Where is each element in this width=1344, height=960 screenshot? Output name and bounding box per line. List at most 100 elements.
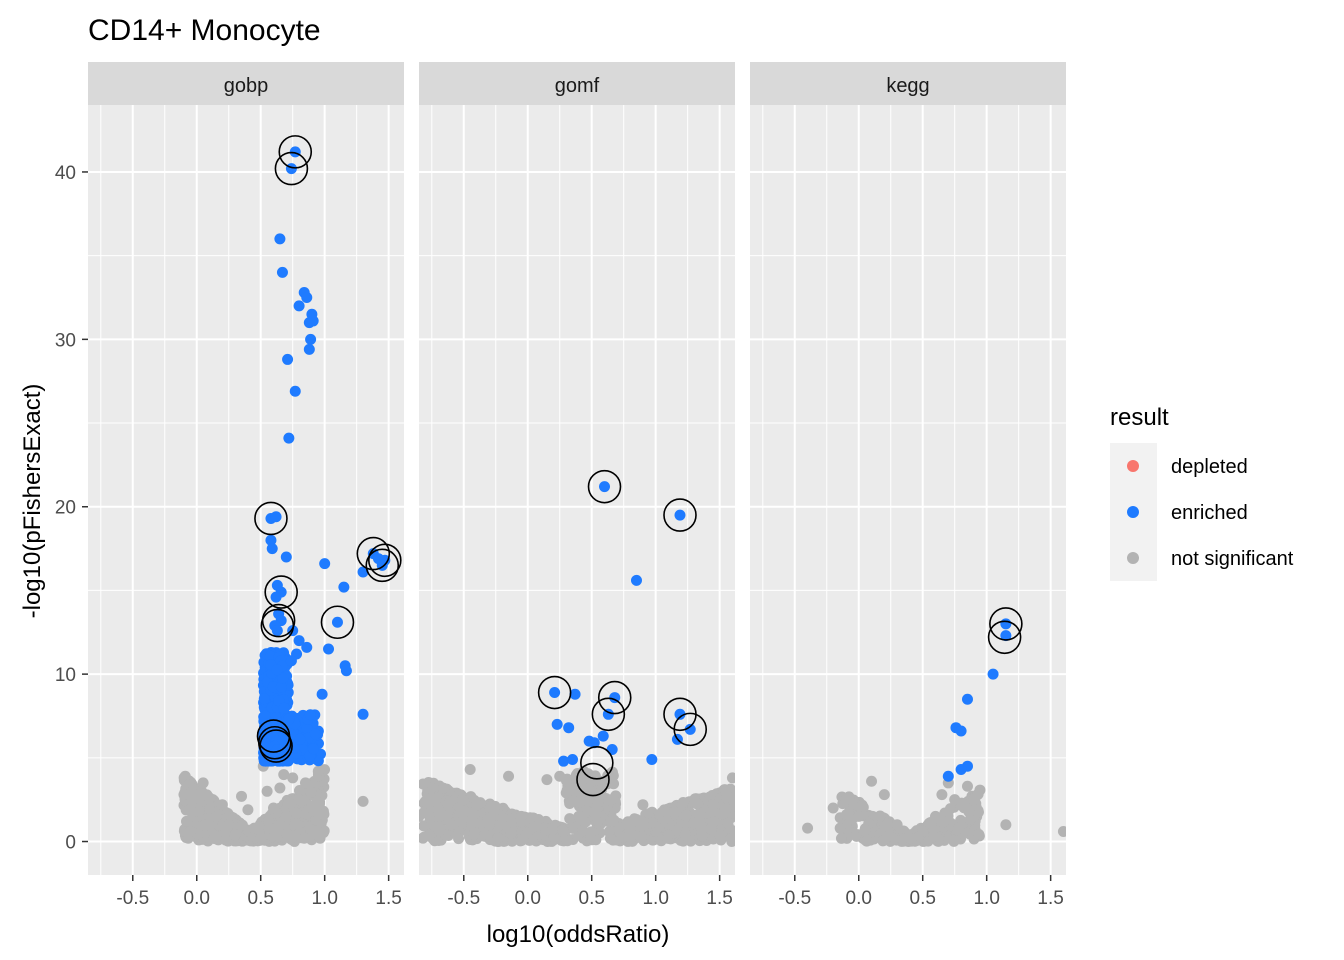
point-enriched: [293, 635, 305, 647]
facet-strip: [88, 62, 404, 105]
point-enriched: [338, 581, 350, 593]
point-not-significant: [312, 765, 324, 777]
grid-lines: [88, 105, 404, 875]
point-not-significant: [419, 832, 429, 844]
highlight-ring: [254, 501, 288, 536]
point-not-significant: [827, 802, 839, 814]
point-not-significant: [503, 770, 515, 782]
point-not-significant: [432, 804, 444, 816]
point-not-significant: [248, 822, 260, 834]
point-enriched: [942, 770, 954, 782]
point-not-significant: [274, 782, 286, 794]
x-tick-label: 1.5: [1037, 888, 1063, 909]
point-not-significant: [917, 825, 929, 837]
point-enriched: [305, 333, 317, 345]
point-enriched: [331, 616, 343, 628]
point-enriched: [259, 710, 271, 722]
point-enriched: [357, 708, 369, 720]
point-not-significant: [695, 809, 707, 821]
y-axis-ticks: 0 10 20 30 40: [55, 163, 88, 854]
point-enriched: [303, 343, 315, 355]
point-enriched: [551, 718, 563, 730]
point-not-significant: [255, 832, 267, 844]
facet-strip-label: kegg: [886, 75, 929, 97]
point-not-significant: [722, 817, 734, 829]
point-enriched: [258, 693, 270, 705]
point-not-significant: [840, 794, 852, 806]
point-enriched: [316, 688, 328, 700]
point-not-significant: [585, 832, 597, 844]
point-not-significant: [216, 799, 228, 811]
highlight-ring: [587, 469, 622, 504]
legend-label: not significant: [1171, 548, 1294, 570]
point-not-significant: [950, 824, 962, 836]
point-not-significant: [468, 808, 480, 820]
point-not-significant: [834, 822, 846, 834]
point-not-significant: [517, 833, 529, 845]
point-enriched: [301, 722, 313, 734]
point-enriched: [646, 754, 658, 765]
points: [178, 135, 402, 847]
point-enriched: [597, 730, 609, 742]
point-enriched: [275, 681, 287, 693]
point-enriched: [283, 432, 295, 444]
point-enriched: [1000, 630, 1012, 642]
point-not-significant: [268, 802, 280, 814]
point-not-significant: [623, 817, 635, 829]
point-not-significant: [881, 819, 893, 831]
panel-background: [419, 105, 735, 875]
point-enriched: [955, 764, 967, 776]
point-not-significant: [635, 832, 647, 844]
point-enriched: [558, 755, 570, 767]
y-axis-label: -log10(pFishersExact): [19, 384, 46, 619]
point-not-significant: [961, 780, 973, 792]
highlight-ring: [663, 498, 697, 532]
point-not-significant: [856, 799, 868, 811]
point-not-significant: [429, 794, 441, 806]
x-axis-ticks: -0.5 0.0 0.5 1.0 1.5: [447, 875, 733, 909]
point-enriched: [294, 733, 306, 745]
point-not-significant: [577, 824, 589, 836]
point-not-significant: [195, 786, 207, 798]
x-tick-label: 0.5: [579, 888, 605, 909]
point-not-significant: [1000, 819, 1012, 831]
highlight-ring: [597, 680, 632, 715]
point-not-significant: [968, 794, 980, 806]
highlight-ring: [278, 135, 313, 169]
y-tick-label: 40: [55, 163, 76, 184]
point-not-significant: [419, 778, 429, 790]
x-tick-label: -0.5: [447, 888, 480, 909]
point-not-significant: [679, 829, 691, 841]
point-not-significant: [603, 826, 615, 838]
point-not-significant: [429, 821, 441, 833]
point-not-significant: [193, 805, 205, 817]
point-not-significant: [483, 819, 495, 831]
point-enriched: [270, 591, 282, 603]
legend-key-enriched: [1127, 506, 1139, 518]
highlight-ring: [576, 762, 610, 797]
point-not-significant: [944, 803, 956, 815]
point-not-significant: [573, 811, 585, 823]
point-not-significant: [204, 803, 216, 815]
point-enriched: [319, 558, 331, 570]
point-enriched: [293, 300, 305, 312]
facet-gomf: gomf -0.5 0.0 0.5 1.0 1.5: [419, 62, 735, 909]
highlight-ring: [673, 712, 708, 747]
point-enriched: [265, 534, 277, 546]
point-not-significant: [437, 782, 449, 794]
y-tick-label: 10: [55, 665, 76, 686]
point-enriched: [567, 754, 579, 765]
highlight-ring: [264, 575, 298, 609]
point-enriched: [309, 728, 321, 740]
point-not-significant: [181, 815, 193, 827]
point-not-significant: [607, 834, 619, 846]
point-not-significant: [561, 835, 573, 847]
point-not-significant: [662, 829, 674, 841]
highlight-ring: [356, 536, 391, 571]
x-axis-label: log10(oddsRatio): [487, 921, 670, 948]
point-not-significant: [443, 797, 455, 809]
point-not-significant: [560, 787, 572, 799]
point-not-significant: [960, 800, 972, 812]
point-not-significant: [725, 833, 735, 845]
point-not-significant: [726, 772, 735, 784]
